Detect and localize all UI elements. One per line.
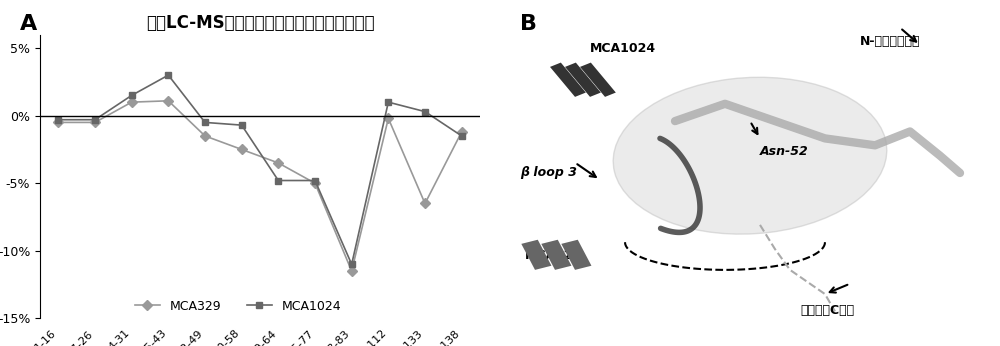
Text: MCA1024: MCA1024 (590, 42, 656, 55)
Bar (541, 240, 571, 270)
Title: 通过LC-MS对胃蛋白酶降解过的肽段进行鉴定: 通过LC-MS对胃蛋白酶降解过的肽段进行鉴定 (146, 13, 374, 31)
Bar (521, 240, 551, 270)
MCA329 (89, 120, 101, 125)
MCA329 (162, 99, 174, 103)
MCA329 (419, 201, 431, 206)
MCA329 (309, 181, 321, 185)
MCA329 (346, 269, 358, 273)
MCA1024 (346, 262, 358, 266)
Text: N-糖存在的区域: N-糖存在的区域 (860, 35, 920, 48)
MCA1024 (456, 134, 468, 138)
MCA329 (272, 161, 284, 165)
Text: B: B (520, 14, 537, 34)
MCA329 (456, 130, 468, 134)
MCA1024 (199, 120, 211, 125)
Bar (550, 63, 586, 97)
MCA329 (382, 116, 394, 120)
Text: 未折叠的C末端: 未折叠的C末端 (800, 304, 854, 318)
MCA329 (52, 120, 64, 125)
Ellipse shape (613, 77, 887, 234)
Text: MCA329: MCA329 (525, 249, 582, 262)
Line: MCA329: MCA329 (55, 97, 465, 274)
MCA329 (126, 100, 138, 104)
Bar (565, 63, 601, 97)
MCA329 (236, 147, 248, 152)
Legend: MCA329, MCA1024: MCA329, MCA1024 (130, 295, 346, 318)
MCA1024 (272, 179, 284, 183)
MCA1024 (89, 118, 101, 122)
MCA1024 (419, 110, 431, 114)
MCA1024 (162, 73, 174, 77)
MCA1024 (126, 93, 138, 98)
Bar (580, 63, 616, 97)
Text: β loop 3: β loop 3 (520, 166, 577, 179)
MCA1024 (309, 179, 321, 183)
Line: MCA1024: MCA1024 (55, 72, 465, 268)
MCA1024 (382, 100, 394, 104)
Bar (561, 240, 591, 270)
Text: Asn-52: Asn-52 (760, 145, 809, 158)
MCA329 (199, 134, 211, 138)
MCA1024 (236, 123, 248, 127)
Text: A: A (20, 14, 37, 34)
MCA1024 (52, 118, 64, 122)
